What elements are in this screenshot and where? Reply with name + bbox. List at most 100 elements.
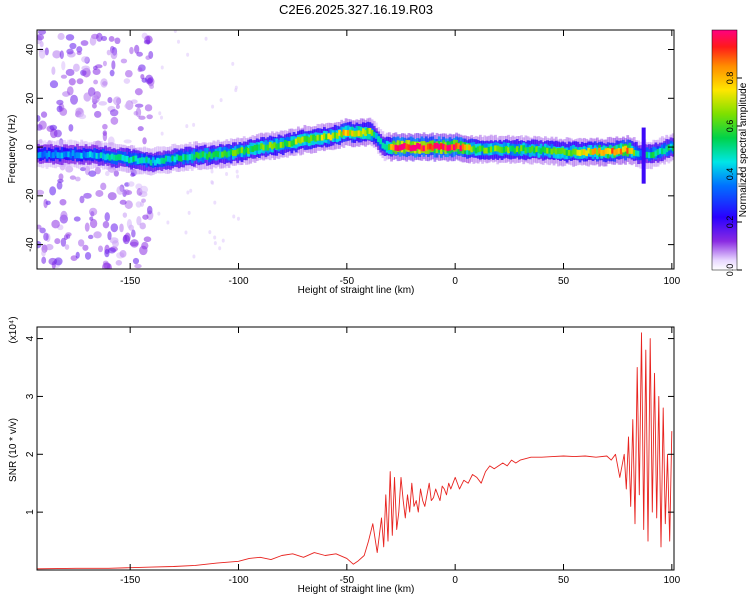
heatmap-noise-blob	[213, 241, 217, 246]
heatmap-ridge-cell	[381, 142, 385, 149]
heatmap-noise-blob	[185, 124, 189, 129]
heatmap-noise-blob	[49, 128, 58, 139]
heatmap-ridge-cell	[182, 154, 185, 161]
heatmap-ridge-cell	[156, 157, 159, 164]
heatmap-ridge-cell	[63, 151, 66, 158]
heatmap-ridge-cell	[550, 148, 554, 155]
heatmap-ridge-cell	[583, 149, 586, 156]
heatmap-ridge-cell	[43, 150, 47, 157]
heatmap-ridge-cell	[565, 150, 569, 156]
heatmap-noise-blob	[204, 36, 208, 41]
heatmap-noise-blob	[116, 185, 124, 195]
heatmap-noise-blob	[106, 49, 111, 56]
heatmap-noise-blob	[107, 231, 112, 241]
heatmap-ridge-cell	[576, 149, 580, 156]
spectrogram-x-ticks: -150 -100 -50 0 50 100	[120, 30, 681, 287]
heatmap-ridge-cell	[84, 152, 88, 159]
y-tick-label: 0	[25, 144, 36, 150]
heatmap-ridge-cell	[193, 154, 196, 161]
heatmap-ridge-cell	[99, 152, 103, 159]
heatmap-ridge-cell	[570, 150, 573, 157]
heatmap-ridge-cell	[65, 151, 68, 158]
heatmap-ridge-cell	[229, 149, 233, 155]
heatmap-ridge-cell	[652, 151, 656, 158]
heatmap-ridge-cell	[264, 144, 268, 151]
heatmap-ridge-cell	[379, 138, 383, 145]
heatmap-noise-blob	[69, 175, 76, 180]
heatmap-ridge-cell	[132, 155, 136, 162]
heatmap-noise-blob	[56, 181, 63, 190]
heatmap-ridge-cell	[206, 153, 209, 160]
snr-panel: -150 -100 -50 0 50 100 1 2 3 4 Height of straigh…	[8, 316, 681, 595]
heatmap-noise-blob	[109, 69, 115, 77]
heatmap-ridge-cell	[310, 135, 313, 142]
heatmap-ridge-cell	[353, 130, 357, 137]
heatmap-noise-blob	[124, 200, 133, 209]
heatmap-ridge-cell	[333, 132, 337, 139]
heatmap-ridge-cell	[600, 149, 604, 156]
heatmap-noise-blob	[119, 223, 124, 233]
heatmap-noise-blob	[115, 260, 123, 266]
heatmap-ridge-cell	[294, 138, 298, 145]
heatmap-ridge-cell	[567, 149, 571, 156]
heatmap-noise-blob	[143, 39, 151, 45]
heatmap-ridge-cell	[431, 144, 435, 151]
heatmap-ridge-cell	[362, 128, 365, 135]
spectrogram-y-ticks: -40 -20 0 20 40	[25, 44, 674, 252]
heatmap-noise-blob	[91, 95, 100, 103]
heatmap-noise-blob	[110, 116, 119, 125]
heatmap-ridge-cell	[429, 143, 432, 150]
heatmap-noise-blob	[143, 236, 152, 243]
heatmap-ridge-cell	[424, 145, 428, 152]
heatmap-ridge-cell	[89, 151, 92, 158]
spectrogram-heatmap	[37, 30, 674, 269]
heatmap-noise-blob	[37, 224, 42, 230]
heatmap-ridge-cell	[271, 143, 274, 150]
heatmap-ridge-cell	[151, 157, 155, 164]
x-tick-label: -100	[228, 575, 248, 586]
heatmap-ridge-cell	[115, 154, 118, 161]
heatmap-ridge-cell	[669, 143, 673, 150]
heatmap-noise-blob	[113, 170, 119, 177]
heatmap-noise-blob	[135, 107, 142, 118]
heatmap-noise-blob	[93, 231, 102, 239]
heatmap-ridge-cell	[275, 143, 279, 150]
heatmap-ridge-cell	[305, 136, 309, 143]
heatmap-ridge-cell	[67, 151, 71, 158]
heatmap-noise-blob	[160, 65, 164, 70]
heatmap-noise-blob	[59, 107, 68, 116]
heatmap-ridge-cell	[496, 145, 500, 152]
heatmap-ridge-cell	[546, 147, 549, 154]
heatmap-noise-blob	[111, 60, 116, 70]
heatmap-ridge-cell	[240, 147, 244, 154]
heatmap-noise-blob	[68, 124, 74, 132]
heatmap-noise-blob	[166, 220, 170, 225]
heatmap-noise-blob	[102, 131, 108, 142]
heatmap-noise-blob	[75, 176, 81, 182]
heatmap-ridge-cell	[598, 147, 601, 154]
heatmap-noise-blob	[84, 222, 90, 232]
heatmap-ridge-cell	[648, 152, 651, 159]
heatmap-ridge-cell	[177, 155, 181, 162]
heatmap-noise-blob	[124, 103, 131, 109]
heatmap-ridge-cell	[481, 145, 484, 152]
x-tick-label: 50	[558, 276, 570, 287]
heatmap-noise-blob	[146, 114, 153, 120]
heatmap-ridge-cell	[225, 151, 229, 158]
heatmap-noise-blob	[149, 84, 155, 89]
heatmap-noise-blob	[107, 192, 117, 201]
heatmap-noise-blob	[44, 47, 49, 56]
spectrogram-x-label: Height of straight line (km)	[298, 285, 415, 296]
heatmap-ridge-cell	[437, 144, 441, 150]
heatmap-ridge-cell	[442, 144, 445, 150]
heatmap-ridge-cell	[654, 150, 658, 157]
heatmap-ridge-cell	[535, 146, 539, 153]
heatmap-ridge-cell	[110, 153, 114, 160]
heatmap-noise-blob	[130, 239, 139, 248]
heatmap-ridge-cell	[591, 148, 595, 155]
heatmap-ridge-cell	[483, 147, 487, 154]
heatmap-noise-blob	[37, 189, 45, 196]
heatmap-noise-blob	[134, 88, 143, 96]
heatmap-ridge-cell	[138, 157, 142, 164]
colorbar-tick-label: 0.0	[725, 264, 735, 277]
